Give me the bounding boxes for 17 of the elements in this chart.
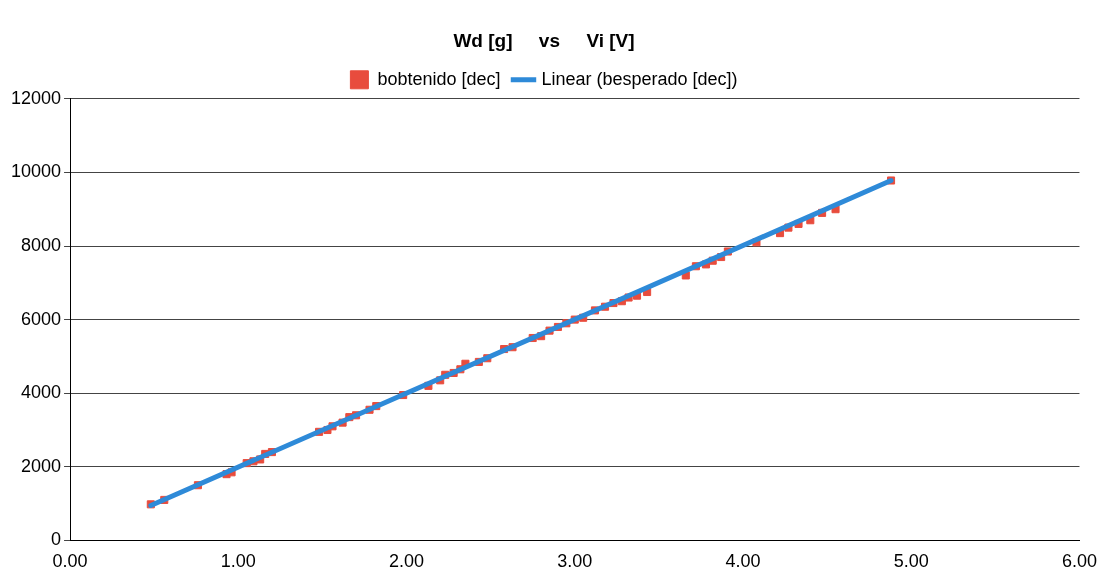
x-tick-label: 0.00 bbox=[52, 551, 88, 572]
x-tick-label: 4.00 bbox=[725, 551, 761, 572]
x-tick-label: 6.00 bbox=[1061, 551, 1098, 572]
y-tick-label: 2000 bbox=[21, 455, 62, 476]
y-tick-label: 4000 bbox=[21, 382, 62, 403]
legend-label: Linear (besperado [dec]) bbox=[541, 68, 738, 89]
x-tick-label: 2.00 bbox=[389, 551, 425, 572]
y-tick-label: 0 bbox=[51, 529, 62, 550]
chart-title: Wd [g] vs Vi [V] bbox=[453, 29, 635, 51]
y-tick-label: 12000 bbox=[10, 87, 62, 108]
x-tick-label: 3.00 bbox=[557, 551, 593, 572]
y-tick-label: 8000 bbox=[21, 234, 62, 255]
x-tick-label: 1.00 bbox=[220, 551, 256, 572]
x-tick-label: 5.00 bbox=[893, 551, 929, 572]
y-tick-label: 10000 bbox=[10, 161, 62, 182]
y-tick-label: 6000 bbox=[21, 308, 62, 329]
legend-label: bobtenido [dec] bbox=[377, 68, 501, 89]
